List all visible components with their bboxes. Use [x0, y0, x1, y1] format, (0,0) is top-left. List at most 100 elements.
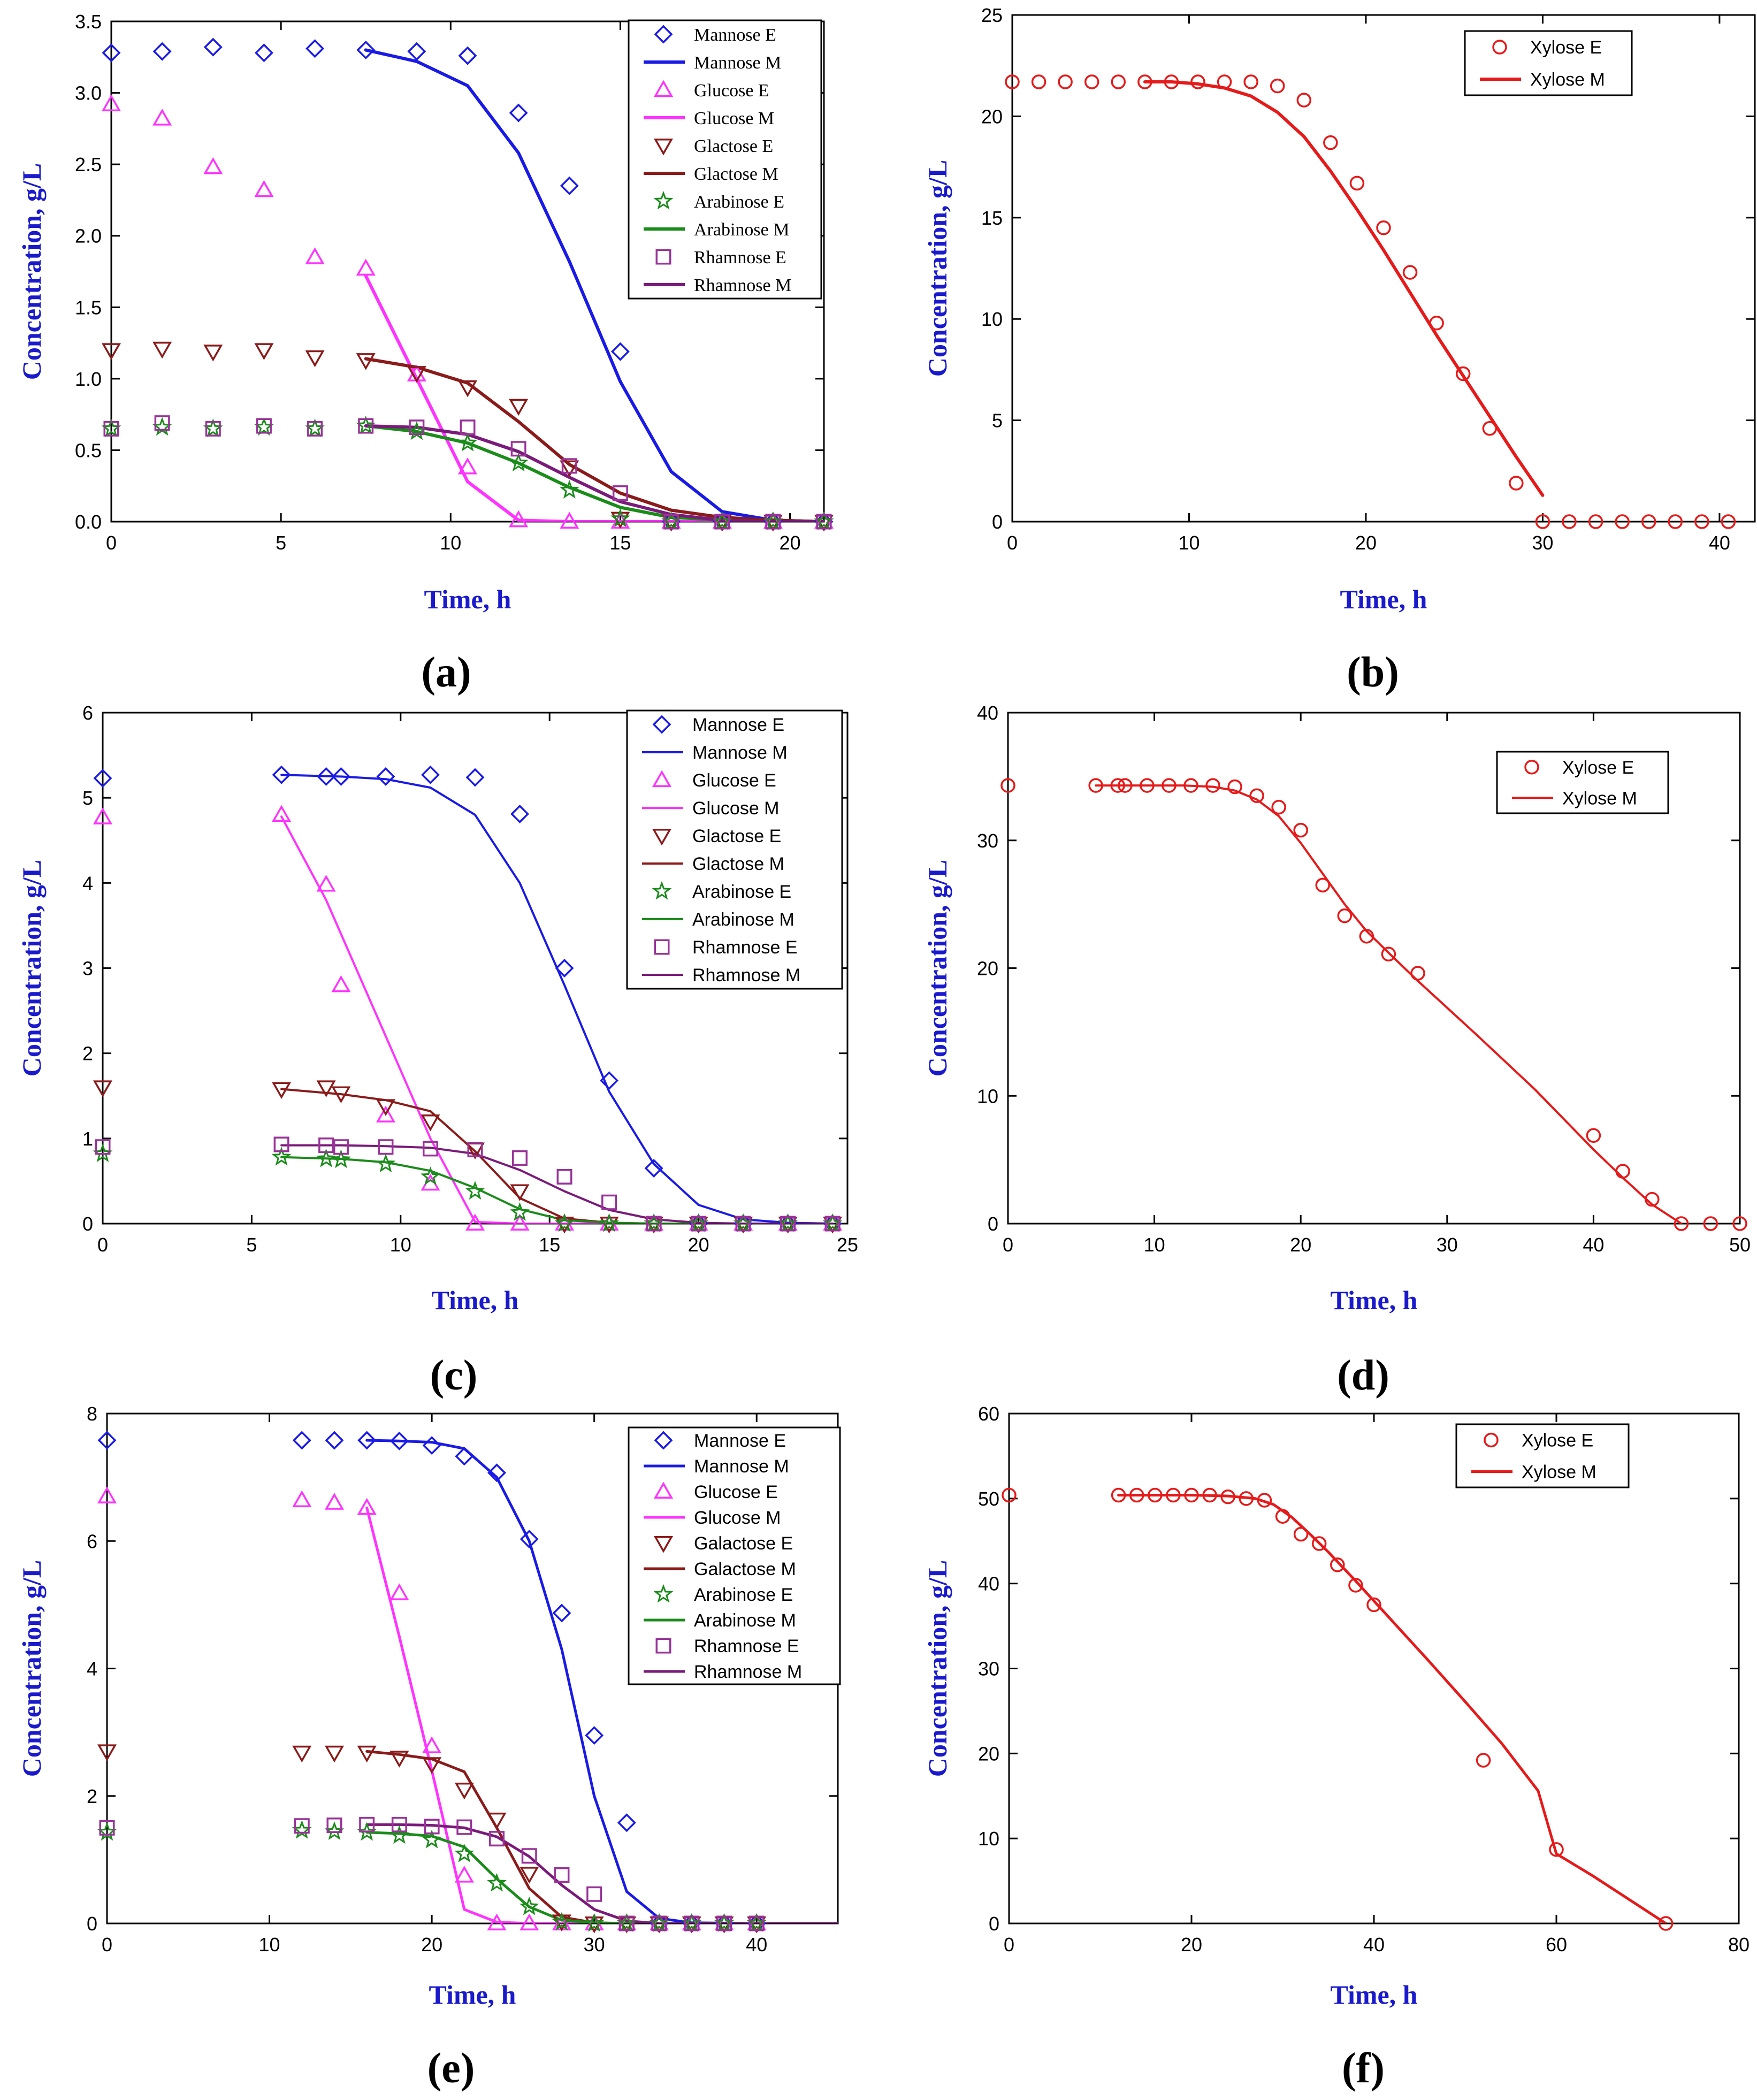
data-point-arabinose-e [97, 1822, 117, 1841]
data-point-glucose-e [101, 94, 121, 111]
data-point-xylose-e [1323, 135, 1338, 150]
data-point-xylose-e [1455, 366, 1471, 381]
legend-swatch-mannose-e [654, 1431, 673, 1450]
plot-frame [110, 20, 825, 523]
legend-label-glucose-e: Glucose E [694, 1482, 778, 1502]
data-point-xylose-e [1694, 514, 1709, 529]
legend-label-mannose-m: Mannose M [692, 743, 788, 763]
data-point-rhamnose-e [422, 1141, 438, 1157]
data-point-xylose-e [1615, 514, 1630, 529]
data-point-glucose-e [152, 109, 172, 126]
data-point-rhamnose-e [460, 419, 476, 436]
data-point-xylose-e [1615, 1164, 1630, 1179]
legend-swatch-arabinose-e [652, 881, 672, 900]
legend-box [628, 1426, 841, 1685]
series-line-glucose-m [365, 1506, 838, 1923]
data-point-galactose-e [357, 1745, 377, 1763]
data-point-arabinose-e [714, 1913, 734, 1932]
series-line-xylose-m [1117, 1494, 1668, 1923]
data-point-arabinose-e [376, 1154, 396, 1173]
legend: Xylose E Xylose M [1496, 751, 1669, 814]
data-point-xylose-e [1271, 799, 1286, 815]
data-point-glactose-e [510, 1184, 530, 1202]
x-tick-label: 30 [1437, 1234, 1458, 1256]
legend-label-rhamnose-m: Rhamnose M [692, 965, 800, 986]
data-point-arabinose-e [356, 415, 376, 434]
data-point-arabinose-e [689, 1213, 709, 1232]
y-axis-title: Concentration, g/L [922, 1560, 952, 1777]
data-point-mannose-e [560, 176, 579, 195]
data-point-mannose-e [555, 959, 574, 978]
legend-label-rhamnose-m: Rhamnose M [694, 276, 791, 295]
data-point-rhamnose-e [358, 418, 374, 434]
data-point-glucose-e [509, 510, 529, 528]
data-point-xylose-e [1140, 778, 1155, 793]
data-point-xylose-e [1482, 421, 1498, 436]
data-point-mannose-e [325, 1431, 344, 1450]
data-point-arabinose-e [814, 511, 834, 530]
data-point-galactose-e [324, 1745, 344, 1763]
data-point-xylose-e [1270, 78, 1285, 94]
data-point-rhamnose-e [512, 1150, 528, 1166]
legend-label-xylose-e: Xylose E [1530, 37, 1602, 58]
data-point-mannose-e [610, 342, 630, 361]
legend-swatch-glactose-e [652, 829, 672, 846]
legend-swatch-glucose-e [653, 80, 674, 97]
y-tick-label: 0 [988, 1213, 998, 1235]
series-markers-rhamnose-e [99, 1816, 765, 1931]
x-tick-label: 0 [1007, 532, 1018, 554]
series-line-arabinose-m [280, 1156, 834, 1224]
data-point-mannose-e [93, 769, 112, 788]
data-point-arabinose-e [822, 1213, 843, 1232]
data-point-glucose-e [421, 1173, 440, 1191]
x-tick-label: 10 [1144, 1234, 1165, 1256]
data-point-xylose-e [1366, 1597, 1381, 1613]
data-point-arabinose-e [559, 479, 579, 499]
data-point-xylose-e [1005, 74, 1020, 89]
data-point-mannose-e [389, 1431, 409, 1450]
legend-label-arabinose-e: Arabinose E [692, 882, 791, 902]
data-point-arabinose-e [763, 511, 783, 530]
x-tick-label: 30 [1532, 532, 1553, 554]
data-point-glucose-e [584, 1913, 604, 1930]
legend-label-xylose-e: Xylose E [1562, 758, 1634, 778]
y-tick-label: 3.0 [75, 82, 102, 104]
series-line-mannose-m [364, 48, 824, 522]
y-tick-label: 3.5 [75, 11, 102, 33]
data-point-rhamnose-e [424, 1819, 440, 1835]
chart-panel-e: 0 10 20 30 40 0 2 4 6 8 Time, h Concentration, g/L (… [17, 1403, 841, 2092]
data-point-xylose-e [1732, 1216, 1747, 1231]
data-point-xylose-e [1549, 1842, 1564, 1857]
x-tick-label: 40 [1363, 1934, 1385, 1956]
x-tick-label: 20 [421, 1934, 442, 1956]
data-point-xylose-e [1674, 1216, 1689, 1231]
y-tick-label: 4 [87, 1658, 97, 1680]
series-line-glactose-m [364, 357, 824, 522]
y-tick-label: 50 [978, 1488, 999, 1510]
data-point-rhamnose-e [586, 1886, 602, 1902]
x-tick-label: 30 [584, 1934, 605, 1956]
x-axis-title: Time, h [432, 1285, 519, 1315]
data-point-rhamnose-e [391, 1816, 407, 1832]
y-axis-title: Concentration, g/L [17, 1560, 47, 1777]
legend: Mannose E Mannose M Glucose E Glucose M Glac… [628, 19, 822, 300]
data-point-rhamnose-e [409, 419, 425, 436]
legend-label-arabinose-m: Arabinose M [694, 1610, 796, 1631]
data-point-rhamnose-e [256, 418, 272, 434]
x-tick-label: 20 [1355, 532, 1377, 554]
legend-label-xylose-m: Xylose M [1522, 1462, 1596, 1483]
data-point-rhamnose-e [467, 1142, 483, 1158]
data-point-mannose-e [254, 43, 273, 63]
y-tick-label: 0 [82, 1213, 93, 1235]
legend: Xylose E Xylose M [1455, 1423, 1630, 1488]
x-tick-label: 15 [539, 1234, 560, 1256]
data-point-rhamnose-e [95, 1139, 111, 1155]
series-line-glucose-m [364, 274, 824, 522]
legend-label-arabinose-m: Arabinose M [694, 220, 789, 240]
x-tick-label: 15 [609, 532, 631, 554]
data-point-rhamnose-e [618, 1915, 635, 1931]
data-point-glactose-e [93, 1080, 113, 1097]
data-point-xylose-e [1111, 1487, 1126, 1503]
series-line-xylose-m [1095, 784, 1683, 1224]
data-point-glucose-e [93, 807, 113, 824]
